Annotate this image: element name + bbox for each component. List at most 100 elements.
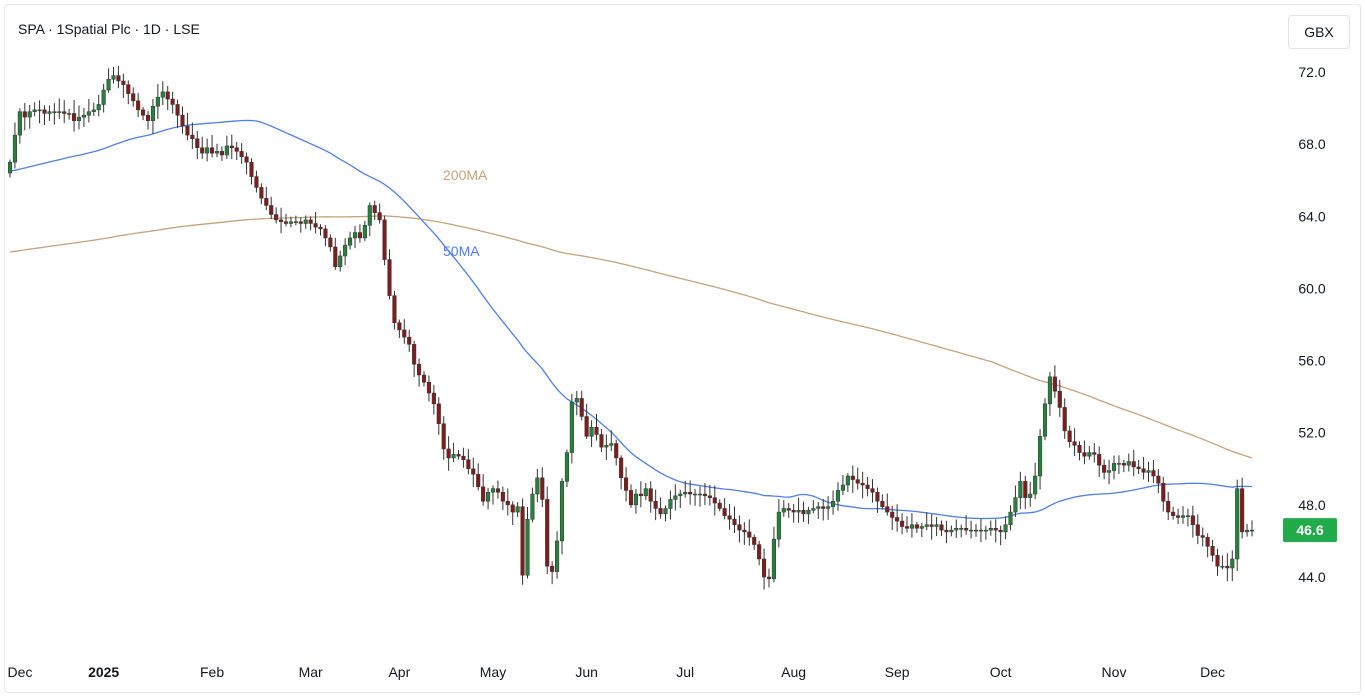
candle [372, 200, 377, 221]
candle [500, 486, 505, 511]
x-tick-label: Dec [1200, 664, 1225, 680]
chart-frame [4, 4, 1361, 693]
candle [7, 159, 13, 178]
candle [653, 489, 658, 521]
candle [1220, 555, 1225, 570]
candle [219, 146, 224, 161]
candle [900, 513, 905, 535]
y-tick-label: 64.0 [1298, 208, 1325, 224]
candle [1171, 506, 1176, 520]
candle [875, 487, 880, 513]
candle [673, 484, 678, 511]
candle [574, 390, 579, 416]
candle [367, 202, 372, 236]
currency-button[interactable]: GBX [1288, 15, 1350, 49]
candle [707, 484, 712, 506]
x-tick-label: Mar [299, 664, 323, 680]
candle [72, 100, 77, 132]
candle [1067, 425, 1072, 448]
candle [1047, 371, 1052, 416]
candle [949, 525, 954, 537]
candle [569, 393, 574, 464]
candle [796, 497, 801, 523]
candle [461, 447, 466, 468]
candle [279, 207, 284, 234]
candle [224, 135, 229, 159]
candle [855, 467, 860, 490]
candle [205, 138, 210, 162]
candle [27, 104, 32, 129]
candle [579, 390, 584, 421]
candle [1210, 539, 1215, 562]
chart-title: SPA · 1Spatial Plc · 1D · LSE [18, 21, 200, 37]
candle [732, 506, 737, 534]
candle [988, 520, 993, 536]
candle [638, 481, 643, 508]
candle [417, 358, 422, 387]
candle [1156, 468, 1161, 494]
candle [264, 186, 269, 211]
candle [998, 525, 1003, 546]
ma200-label: 200MA [443, 167, 488, 183]
candle [771, 526, 776, 583]
candle [160, 81, 165, 106]
candle [1230, 550, 1235, 582]
candle [1033, 462, 1038, 500]
candle [116, 65, 121, 89]
candle [170, 91, 175, 114]
candle [57, 98, 62, 120]
candle [983, 525, 988, 540]
candle [180, 106, 185, 134]
candle [530, 487, 535, 523]
candle [42, 105, 47, 126]
candle [944, 520, 949, 544]
candle [545, 486, 550, 574]
candle [1077, 441, 1082, 461]
candle [766, 568, 772, 588]
candle [338, 250, 343, 272]
candle [91, 102, 96, 116]
candle [1151, 459, 1156, 484]
candle [535, 468, 540, 503]
candle [959, 524, 964, 538]
candle [259, 183, 264, 205]
candle [392, 290, 397, 330]
candle [1102, 459, 1107, 480]
candle [343, 238, 348, 266]
candle [564, 449, 569, 488]
candle [185, 112, 190, 141]
candle [1161, 476, 1166, 512]
candle [1240, 477, 1245, 539]
candle [924, 512, 929, 531]
candle [111, 66, 116, 84]
candle [717, 499, 722, 512]
ma50-line [9, 119, 1253, 520]
candle [1245, 523, 1250, 537]
candle [244, 152, 249, 175]
candle [308, 216, 313, 231]
candle [229, 134, 234, 160]
candle [1052, 365, 1057, 398]
candle [1072, 428, 1077, 457]
y-tick-label: 68.0 [1298, 136, 1325, 152]
candle [81, 107, 86, 127]
candle [67, 108, 72, 120]
candle [599, 428, 604, 453]
candle [1235, 479, 1240, 571]
candle [313, 212, 318, 234]
candle [1131, 449, 1136, 477]
candle [348, 231, 353, 250]
candle [269, 196, 274, 220]
candle [520, 498, 525, 585]
candle [1092, 443, 1097, 463]
x-tick-label: Jun [575, 664, 598, 680]
candle [663, 505, 668, 522]
candle [22, 102, 27, 131]
candle [752, 534, 757, 550]
candle [150, 99, 155, 135]
candle [190, 122, 195, 149]
candle [456, 450, 461, 460]
candle [1225, 553, 1230, 582]
candle [737, 515, 742, 543]
